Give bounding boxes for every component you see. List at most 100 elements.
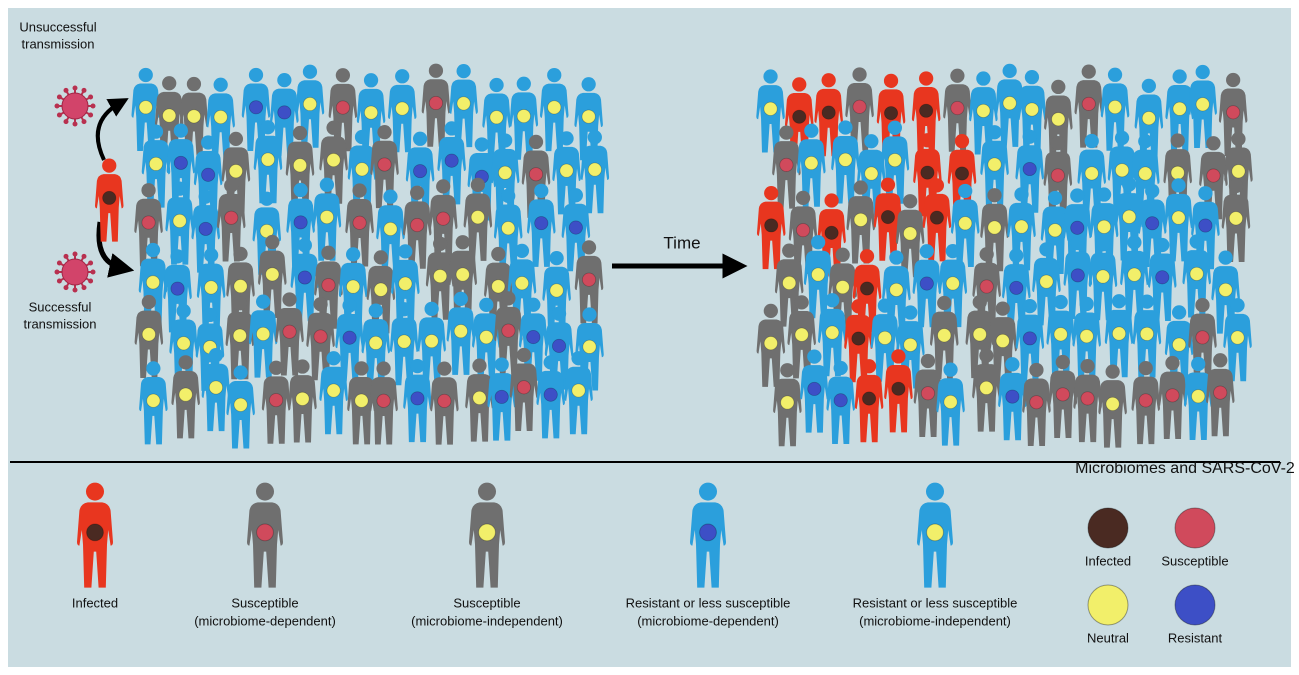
- microbiome: [234, 398, 247, 411]
- virus-spike-tip: [64, 285, 69, 290]
- person-head: [187, 77, 201, 91]
- person-head: [437, 362, 451, 376]
- microbiome: [927, 524, 944, 541]
- microbiome: [1071, 221, 1084, 234]
- microbiome: [322, 278, 335, 291]
- microbiome: [944, 395, 957, 408]
- microbiome: [582, 273, 595, 286]
- microbiome-label: Infected: [1085, 553, 1131, 568]
- person-head: [260, 192, 274, 206]
- virus: [62, 259, 88, 285]
- microbiome: [764, 102, 777, 115]
- microbiome: [811, 268, 824, 281]
- microbiome: [1199, 219, 1212, 232]
- virus-spike-tip: [82, 88, 87, 93]
- person-head: [559, 131, 573, 145]
- microbiome: [314, 330, 327, 343]
- person-head: [355, 130, 369, 144]
- person-head: [1172, 305, 1186, 319]
- person-head: [224, 178, 238, 192]
- virus-spike-tip: [91, 270, 96, 275]
- microbiome: [569, 221, 582, 234]
- microbiome: [765, 219, 778, 232]
- microbiome: [1023, 332, 1036, 345]
- person-head: [1054, 295, 1068, 309]
- microbiome-swatch: [1088, 585, 1128, 625]
- microbiome: [1227, 106, 1240, 119]
- virus-spike-tip: [73, 252, 78, 257]
- person-head: [534, 184, 548, 198]
- microbiome: [1171, 166, 1184, 179]
- annotation: transmission: [22, 36, 95, 51]
- person-head: [326, 121, 340, 135]
- microbiome: [399, 277, 412, 290]
- microbiome: [261, 153, 274, 166]
- person-head: [489, 78, 503, 92]
- person-head: [1155, 238, 1169, 252]
- person-head: [888, 121, 902, 135]
- person-head: [920, 244, 934, 258]
- microbiome-swatch: [1175, 508, 1215, 548]
- person-head: [919, 71, 933, 85]
- microbiome: [438, 394, 451, 407]
- legend-label: (microbiome-independent): [411, 613, 563, 628]
- microbiome: [888, 153, 901, 166]
- person-head: [779, 125, 793, 139]
- microbiome: [502, 222, 515, 235]
- person-head: [1005, 357, 1019, 371]
- person-head: [1082, 64, 1096, 78]
- microbiome: [1082, 97, 1095, 110]
- microbiome: [764, 337, 777, 350]
- person-head: [410, 359, 424, 373]
- person-head: [429, 64, 443, 78]
- person-head: [950, 69, 964, 83]
- person-head: [891, 349, 905, 363]
- person-head: [204, 248, 218, 262]
- person-head: [1173, 69, 1187, 83]
- person-head: [1115, 131, 1129, 145]
- person-head: [1138, 134, 1152, 148]
- microbiome: [320, 210, 333, 223]
- person-head: [588, 130, 602, 144]
- person-head: [860, 249, 874, 263]
- person-head: [1226, 73, 1240, 87]
- person-head: [1229, 179, 1243, 193]
- microbiome: [839, 153, 852, 166]
- microbiome: [499, 166, 512, 179]
- person-head: [346, 247, 360, 261]
- microbiome: [700, 524, 717, 541]
- person-head: [479, 298, 493, 312]
- microbiome: [930, 211, 943, 224]
- person-head: [293, 183, 307, 197]
- person-head: [903, 194, 917, 208]
- microbiome: [1128, 268, 1141, 281]
- person-head: [1025, 70, 1039, 84]
- microbiome: [233, 329, 246, 342]
- microbiome: [413, 164, 426, 177]
- microbiome: [1232, 165, 1245, 178]
- person-head: [141, 183, 155, 197]
- microbiome: [1229, 212, 1242, 225]
- person-head: [834, 361, 848, 375]
- microbiome: [353, 216, 366, 229]
- microbiome: [163, 109, 176, 122]
- microbiome: [480, 331, 493, 344]
- person-head: [471, 178, 485, 192]
- person-head: [889, 250, 903, 264]
- microbiome: [1231, 331, 1244, 344]
- person-head: [1191, 357, 1205, 371]
- person-head: [862, 359, 876, 373]
- person-head: [552, 307, 566, 321]
- microbiome: [904, 338, 917, 351]
- microbiome-label: Susceptible: [1161, 553, 1228, 568]
- microbiome: [174, 156, 187, 169]
- person-head: [457, 64, 471, 78]
- microbiome: [1003, 97, 1016, 110]
- microbiome: [517, 109, 530, 122]
- person-head: [256, 483, 274, 501]
- microbiome: [1030, 396, 1043, 409]
- person-head: [86, 483, 104, 501]
- person-head: [1048, 191, 1062, 205]
- person-head: [903, 305, 917, 319]
- person-head: [327, 351, 341, 365]
